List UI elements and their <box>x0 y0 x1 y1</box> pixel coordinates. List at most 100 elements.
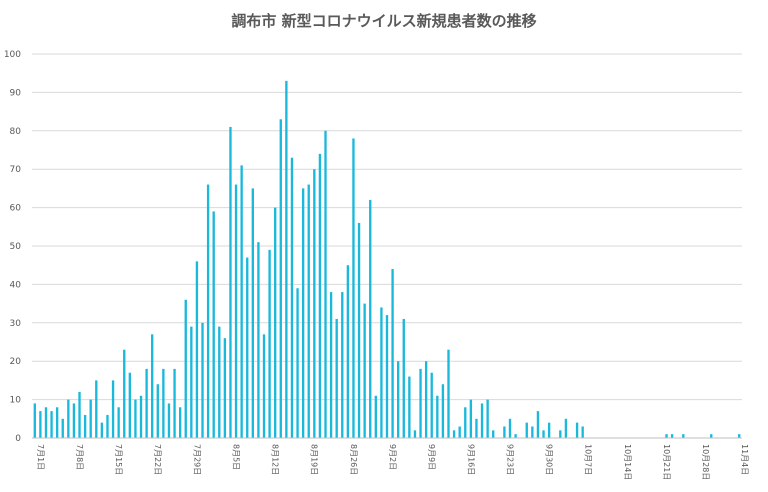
bar <box>95 380 98 438</box>
bar <box>162 368 165 438</box>
bar <box>575 422 579 438</box>
y-tick-label: 100 <box>4 50 21 60</box>
x-tick-label: 10月7日 <box>584 444 593 475</box>
bar <box>514 434 517 438</box>
x-tick-label: 9月9日 <box>427 444 436 470</box>
x-tick-label: 7月1日 <box>36 444 45 470</box>
bar <box>229 126 232 439</box>
bar <box>268 249 271 438</box>
bar <box>670 434 674 438</box>
bar <box>536 411 540 438</box>
bar <box>274 207 277 438</box>
bar <box>296 288 299 438</box>
bar <box>564 418 568 438</box>
bar <box>67 399 70 438</box>
bar <box>218 326 221 438</box>
bar <box>290 157 294 438</box>
bar <box>385 315 389 438</box>
bar <box>397 361 400 438</box>
x-tick-label: 10月28日 <box>701 444 710 480</box>
bar <box>380 307 383 438</box>
bar <box>374 395 377 438</box>
bar <box>363 303 366 438</box>
bar <box>246 257 249 438</box>
bar <box>503 426 506 438</box>
x-tick-label: 10月21日 <box>662 444 671 480</box>
bar <box>547 422 551 438</box>
bar <box>665 434 668 438</box>
bar <box>145 368 148 438</box>
y-tick-label: 60 <box>10 204 22 214</box>
bar <box>257 242 260 438</box>
bar <box>61 418 64 438</box>
bar <box>464 407 467 438</box>
bar <box>279 119 282 438</box>
y-axis-ticks: 0 10 20 30 40 50 60 70 80 90 100 <box>4 50 21 444</box>
x-tick-label: 8月12日 <box>271 444 280 475</box>
bar <box>139 395 143 438</box>
bar <box>156 384 159 438</box>
x-tick-label: 7月8日 <box>75 444 84 470</box>
bar <box>402 318 405 438</box>
bar <box>525 422 528 438</box>
x-tick-label: 8月19日 <box>310 444 319 475</box>
y-tick-label: 0 <box>15 434 21 444</box>
bar <box>452 430 456 438</box>
bars <box>33 80 741 439</box>
bar <box>329 292 333 438</box>
bar <box>508 418 512 438</box>
y-tick-label: 10 <box>10 396 22 406</box>
bar <box>441 384 445 438</box>
bar <box>117 407 120 438</box>
bar <box>559 430 562 438</box>
bar <box>190 326 193 438</box>
bar <box>357 222 361 438</box>
bar <box>447 349 450 438</box>
bar <box>223 338 227 438</box>
bar <box>78 391 81 438</box>
y-tick-label: 70 <box>10 165 22 175</box>
bar <box>391 269 394 438</box>
bar <box>83 414 87 438</box>
bar <box>201 322 204 438</box>
bar <box>212 211 215 438</box>
bar <box>240 165 243 439</box>
bar <box>55 407 59 438</box>
bar <box>106 414 109 438</box>
bar <box>475 418 478 438</box>
y-tick-label: 80 <box>10 127 22 137</box>
bar <box>72 403 76 438</box>
bar <box>184 299 187 438</box>
bar <box>480 403 484 438</box>
x-tick-label: 7月15日 <box>114 444 123 475</box>
bar <box>486 399 489 438</box>
bar <box>469 399 473 438</box>
bar <box>100 422 104 438</box>
bar <box>346 265 350 438</box>
x-axis-ticks: 7月1日 7月8日 7月15日 7月22日 7月29日 8月5日 8月12日 8月19日 8月2… <box>36 444 749 480</box>
bar <box>262 334 266 438</box>
bar <box>318 153 322 438</box>
y-tick-label: 90 <box>10 88 22 98</box>
bar <box>251 188 255 438</box>
bar <box>39 411 42 438</box>
bar <box>324 130 327 439</box>
bar <box>285 80 288 438</box>
x-tick-label: 8月26日 <box>349 444 358 475</box>
y-tick-label: 20 <box>10 357 22 367</box>
x-tick-label: 11月4日 <box>740 444 749 475</box>
x-tick-label: 10月14日 <box>623 444 632 480</box>
bar <box>173 368 176 438</box>
bar <box>123 349 126 438</box>
bar <box>458 426 461 438</box>
x-tick-label: 8月5日 <box>231 444 240 470</box>
bar <box>531 426 534 438</box>
x-tick-label: 9月30日 <box>545 444 554 475</box>
bar <box>492 430 495 438</box>
bar <box>50 411 53 438</box>
bar <box>111 380 115 438</box>
bar <box>419 368 422 438</box>
bar <box>234 184 238 438</box>
x-tick-label: 9月23日 <box>505 444 514 475</box>
bar <box>710 434 713 438</box>
